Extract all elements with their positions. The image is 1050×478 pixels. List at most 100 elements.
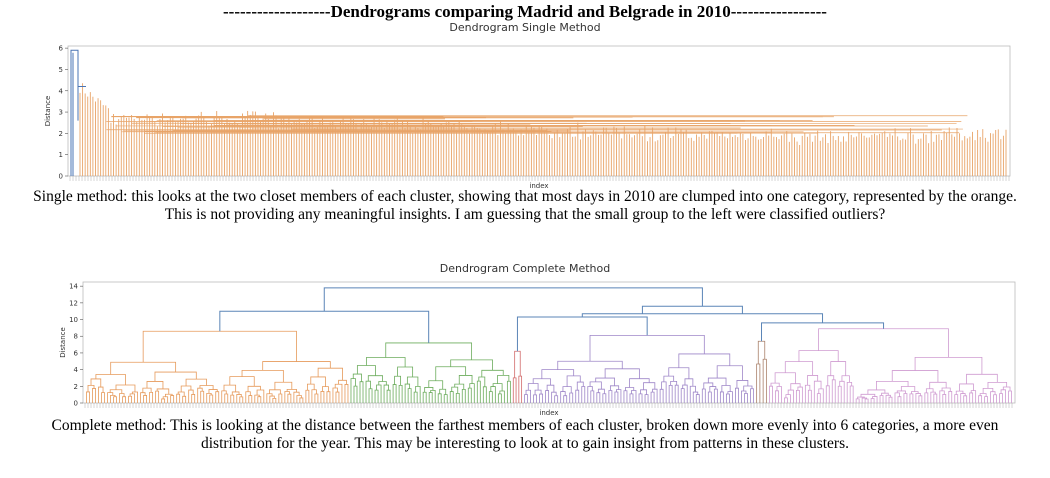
complete-cluster-orange-link (287, 393, 292, 403)
complete-cluster-green-link (437, 393, 442, 403)
complete-cluster-orange-link (332, 387, 338, 403)
complete-cluster-pink-link (896, 390, 906, 394)
caption-single: Single method: this looks at the two clo… (33, 188, 1017, 223)
complete-cluster-pink-link (903, 393, 908, 403)
complete-cluster-green-link (492, 383, 503, 391)
single-cluster-blue-link (70, 49, 79, 176)
complete-cluster-pink-link (1000, 389, 1006, 403)
complete-cluster-orange-link (208, 389, 218, 394)
complete-cluster-pink-link (911, 391, 919, 394)
complete-cluster-green-link (449, 391, 454, 403)
complete-cluster-pink-link (825, 385, 830, 403)
complete-cluster-pink-link (888, 396, 893, 403)
complete-cluster-pink-link (970, 390, 977, 403)
complete-cluster-pink-link (790, 383, 801, 391)
complete-cluster-orange-link (162, 396, 169, 403)
complete-cluster-orange-link (185, 378, 207, 387)
complete-cluster-purple-link (719, 391, 724, 403)
complete-cluster-purple-link (736, 380, 749, 389)
complete-cluster-green-link (407, 388, 412, 403)
complete-cluster-orange-link (223, 384, 237, 392)
complete-cluster-purple-link (566, 375, 581, 387)
complete-cluster-orange-link (284, 391, 290, 403)
complete-cluster-purple-link (596, 392, 601, 403)
complete-cluster-orange-link (256, 389, 265, 403)
complete-cluster-purple-link (563, 395, 568, 403)
complete-cluster-pink-link (900, 386, 916, 392)
complete-cluster-pink-link (960, 393, 966, 403)
chart-title-complete: Dendrogram Complete Method (439, 262, 611, 275)
complete-cluster-purple-link (678, 353, 731, 368)
complete-cluster-green-link (404, 383, 411, 403)
complete-cluster-orange-link (180, 385, 192, 393)
complete-cluster-pink-link (816, 393, 821, 403)
complete-cluster-purple-link (551, 391, 557, 403)
complete-cluster-orange-link (129, 393, 135, 403)
complete-cluster-pink-link (1002, 386, 1011, 392)
complete-cluster-purple-link (608, 390, 613, 403)
complete-cluster-green-link (497, 374, 510, 384)
complete-cluster-orange-link (266, 393, 273, 403)
complete-cluster-orange-link (322, 386, 329, 392)
complete-cluster-orange-link (146, 381, 164, 389)
complete-cluster-pink-link (915, 393, 921, 403)
complete-cluster-purple-link (668, 385, 673, 403)
complete-cluster-orange-link (254, 394, 260, 403)
complete-cluster-pink-link (864, 398, 869, 403)
complete-cluster-pink-link (959, 383, 974, 392)
complete-cluster-orange-link (269, 389, 281, 395)
complete-cluster-orange-link (229, 376, 255, 387)
complete-cluster-orange-link (230, 394, 235, 403)
complete-cluster-green-link (476, 380, 481, 403)
complete-cluster-green-link (413, 391, 418, 403)
complete-cluster-pink-link (813, 380, 822, 403)
single-ytick-label: 5 (59, 66, 63, 74)
complete-cluster-orange-link (191, 394, 196, 403)
complete-cluster-green-link (428, 392, 433, 403)
complete-cluster-red-link (514, 350, 521, 378)
complete-cluster-pink-link (861, 397, 868, 403)
complete-cluster-pink-link (769, 385, 773, 403)
complete-cluster-green-link (469, 383, 475, 403)
complete-cluster-purple-link (661, 381, 667, 403)
complete-cluster-orange-link (86, 391, 90, 403)
complete-cluster-purple-link (589, 335, 705, 362)
complete-cluster-pink-link (963, 395, 968, 403)
complete-cluster-purple-link (560, 391, 566, 403)
complete-ylabel: Distance (59, 327, 67, 358)
complete-cluster-pink-link (797, 386, 803, 403)
complete-cluster-orange-link (109, 389, 123, 394)
complete-root-link (323, 287, 703, 312)
complete-cluster-pink-link (804, 384, 811, 403)
complete-cluster-orange-link (122, 396, 126, 403)
complete-cluster-green-link (383, 384, 389, 403)
complete-cluster-purple-link (640, 389, 647, 395)
complete-cluster-green-link (368, 388, 373, 403)
complete-cluster-purple-link (674, 384, 679, 403)
complete-cluster-orange-link (307, 383, 315, 391)
complete-cluster-pink-link (846, 381, 853, 403)
complete-cluster-green-link (367, 375, 383, 382)
complete-cluster-purple-link (616, 389, 622, 403)
complete-cluster-pink-link (841, 375, 850, 383)
complete-cluster-orange-link (248, 395, 253, 403)
complete-cluster-purple-link (539, 393, 543, 403)
complete-cluster-pink-link (831, 379, 836, 403)
single-ytick-label: 1 (59, 151, 63, 159)
complete-cluster-orange-link (182, 395, 187, 403)
complete-cluster-purple-link (569, 392, 574, 403)
complete-cluster-pink-link (807, 375, 819, 386)
complete-cluster-green-link (398, 384, 403, 403)
complete-cluster-orange-link (338, 379, 347, 385)
single-ytick-label: 6 (59, 45, 64, 53)
complete-cluster-green-link (499, 390, 505, 403)
complete-cluster-pink-link (924, 392, 929, 403)
complete-cluster-green-link (455, 392, 460, 403)
complete-cluster-orange-link (314, 393, 319, 403)
complete-cluster-orange-link (164, 393, 173, 397)
complete-cluster-pink-link (787, 389, 794, 403)
complete-cluster-orange-link (140, 392, 146, 403)
complete-cluster-pink-link (918, 395, 923, 403)
complete-cluster-purple-link (595, 377, 615, 386)
complete-cluster-pink-link (929, 381, 947, 389)
